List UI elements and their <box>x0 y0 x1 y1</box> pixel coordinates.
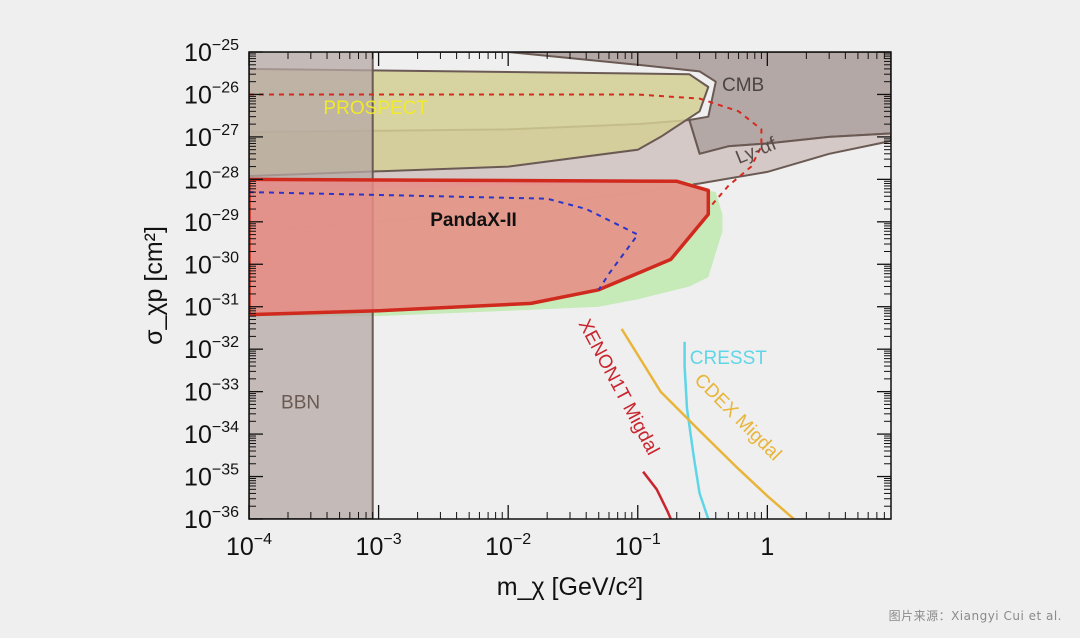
y-tick-label: 10−26 <box>184 79 239 109</box>
x-tick-label: 10−2 <box>485 531 531 561</box>
image-credit: 图片来源：Xiangyi Cui et al. <box>888 609 1062 623</box>
label-prospect: PROSPECT <box>323 98 428 119</box>
y-tick-label: 10−33 <box>184 377 239 407</box>
x-tick-label: 10−4 <box>226 531 272 561</box>
y-tick-label: 10−27 <box>184 122 239 152</box>
y-tick-label: 10−29 <box>184 207 239 237</box>
y-tick-label: 10−30 <box>184 249 239 279</box>
x-tick-label: 10−3 <box>356 531 402 561</box>
label-bbn: BBN <box>281 393 320 414</box>
y-axis-title: σ_χp [cm²] <box>140 226 168 345</box>
x-tick-label: 1 <box>760 533 774 561</box>
x-tick-label: 10−1 <box>615 531 661 561</box>
y-tick-label: 10−32 <box>184 334 239 364</box>
y-tick-label: 10−34 <box>184 419 239 449</box>
x-axis-title: m_χ [GeV/c²] <box>497 573 643 601</box>
curve-dashed-0 <box>249 93 763 210</box>
curve-xenon1t-migdal <box>642 470 672 519</box>
curve-cdex-migdal <box>620 328 795 519</box>
y-tick-label: 10−25 <box>184 37 239 67</box>
y-tick-label: 10−36 <box>184 504 239 534</box>
label-cmb: CMB <box>722 75 764 96</box>
y-tick-label: 10−35 <box>184 462 239 492</box>
y-tick-label: 10−31 <box>184 292 239 322</box>
label-pandax: PandaX-II <box>430 210 517 231</box>
label-cresst: CRESST <box>690 348 767 369</box>
y-tick-label: 10−28 <box>184 164 239 194</box>
plot-content <box>249 52 891 519</box>
region-pandax-ii <box>249 177 711 317</box>
curve-cresst <box>683 341 710 519</box>
